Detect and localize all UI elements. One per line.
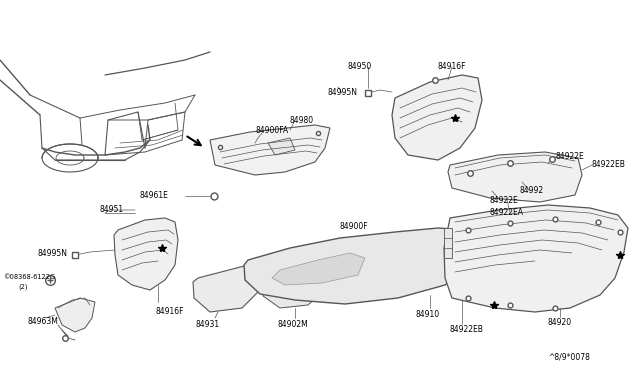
Polygon shape (210, 125, 330, 175)
Text: 84900F: 84900F (340, 222, 369, 231)
Polygon shape (244, 228, 478, 304)
Polygon shape (444, 205, 628, 312)
Text: 84931: 84931 (195, 320, 219, 329)
Text: 84920: 84920 (548, 318, 572, 327)
Text: 84950: 84950 (348, 62, 372, 71)
Text: 84961E: 84961E (140, 191, 169, 200)
Text: 84902M: 84902M (278, 320, 308, 329)
Polygon shape (193, 265, 262, 312)
Polygon shape (262, 262, 328, 308)
Text: 84922EB: 84922EB (592, 160, 626, 169)
Text: 84922E: 84922E (556, 152, 585, 161)
Text: 84951: 84951 (100, 205, 124, 214)
Text: 84900FA: 84900FA (255, 126, 288, 135)
Polygon shape (444, 228, 452, 258)
Text: 84995N: 84995N (328, 88, 358, 97)
Text: 84916F: 84916F (155, 307, 184, 316)
Text: ©08368-6122G: ©08368-6122G (3, 274, 55, 280)
Polygon shape (448, 152, 582, 202)
Text: 84980: 84980 (290, 116, 314, 125)
Text: 84922E: 84922E (490, 196, 519, 205)
Text: 84922EB: 84922EB (450, 325, 484, 334)
Text: 84916F: 84916F (438, 62, 467, 71)
Text: 84992: 84992 (520, 186, 544, 195)
Text: 84995N: 84995N (38, 249, 68, 258)
Polygon shape (268, 138, 295, 155)
Text: ^8/9*0078: ^8/9*0078 (548, 352, 590, 361)
Polygon shape (392, 75, 482, 160)
Polygon shape (272, 253, 365, 285)
Text: 84922EA: 84922EA (490, 208, 524, 217)
Polygon shape (114, 218, 178, 290)
Text: 84910: 84910 (415, 310, 439, 319)
Text: 84963M: 84963M (28, 317, 59, 326)
Polygon shape (55, 298, 95, 332)
Text: (2): (2) (18, 284, 28, 291)
